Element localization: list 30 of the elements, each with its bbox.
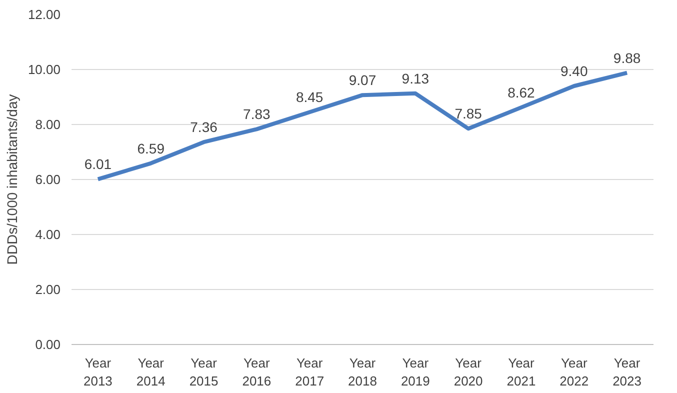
x-tick-label: Year 2013 bbox=[83, 356, 112, 388]
x-tick-label: Year 2015 bbox=[189, 356, 218, 388]
data-label: 7.85 bbox=[454, 106, 482, 122]
x-tick-label: Year 2018 bbox=[348, 356, 377, 388]
data-label: 8.62 bbox=[508, 84, 536, 100]
y-tick-label: 12.00 bbox=[28, 7, 61, 22]
data-label: 9.13 bbox=[402, 70, 430, 86]
data-label: 6.01 bbox=[84, 156, 112, 172]
y-tick-label: 8.00 bbox=[35, 117, 61, 132]
x-tick-label: Year 2021 bbox=[506, 356, 536, 388]
x-tick-label: Year 2023 bbox=[612, 356, 642, 388]
x-tick-label: Year 2020 bbox=[454, 356, 483, 388]
y-axis-title: DDDs/1000 inhabitants/day bbox=[4, 94, 20, 265]
y-tick-label: 0.00 bbox=[35, 337, 61, 352]
data-label: 9.88 bbox=[613, 50, 641, 66]
y-tick-label: 2.00 bbox=[35, 282, 61, 297]
y-tick-label: 6.00 bbox=[35, 172, 61, 187]
data-label: 7.36 bbox=[190, 119, 218, 136]
y-tick-label: 4.00 bbox=[35, 227, 61, 242]
y-tick-label: 10.00 bbox=[28, 62, 61, 77]
data-label: 9.40 bbox=[560, 63, 588, 79]
data-label: 9.07 bbox=[348, 72, 376, 88]
x-tick-label: Year 2014 bbox=[136, 356, 166, 388]
x-tick-label: Year 2017 bbox=[295, 356, 324, 388]
x-tick-label: Year 2022 bbox=[560, 356, 589, 388]
x-tick-label: Year 2016 bbox=[242, 356, 272, 388]
data-label: 7.83 bbox=[243, 106, 271, 122]
x-tick-label: Year 2019 bbox=[400, 356, 430, 388]
data-label: 6.59 bbox=[137, 140, 165, 156]
data-label: 8.45 bbox=[296, 89, 324, 106]
